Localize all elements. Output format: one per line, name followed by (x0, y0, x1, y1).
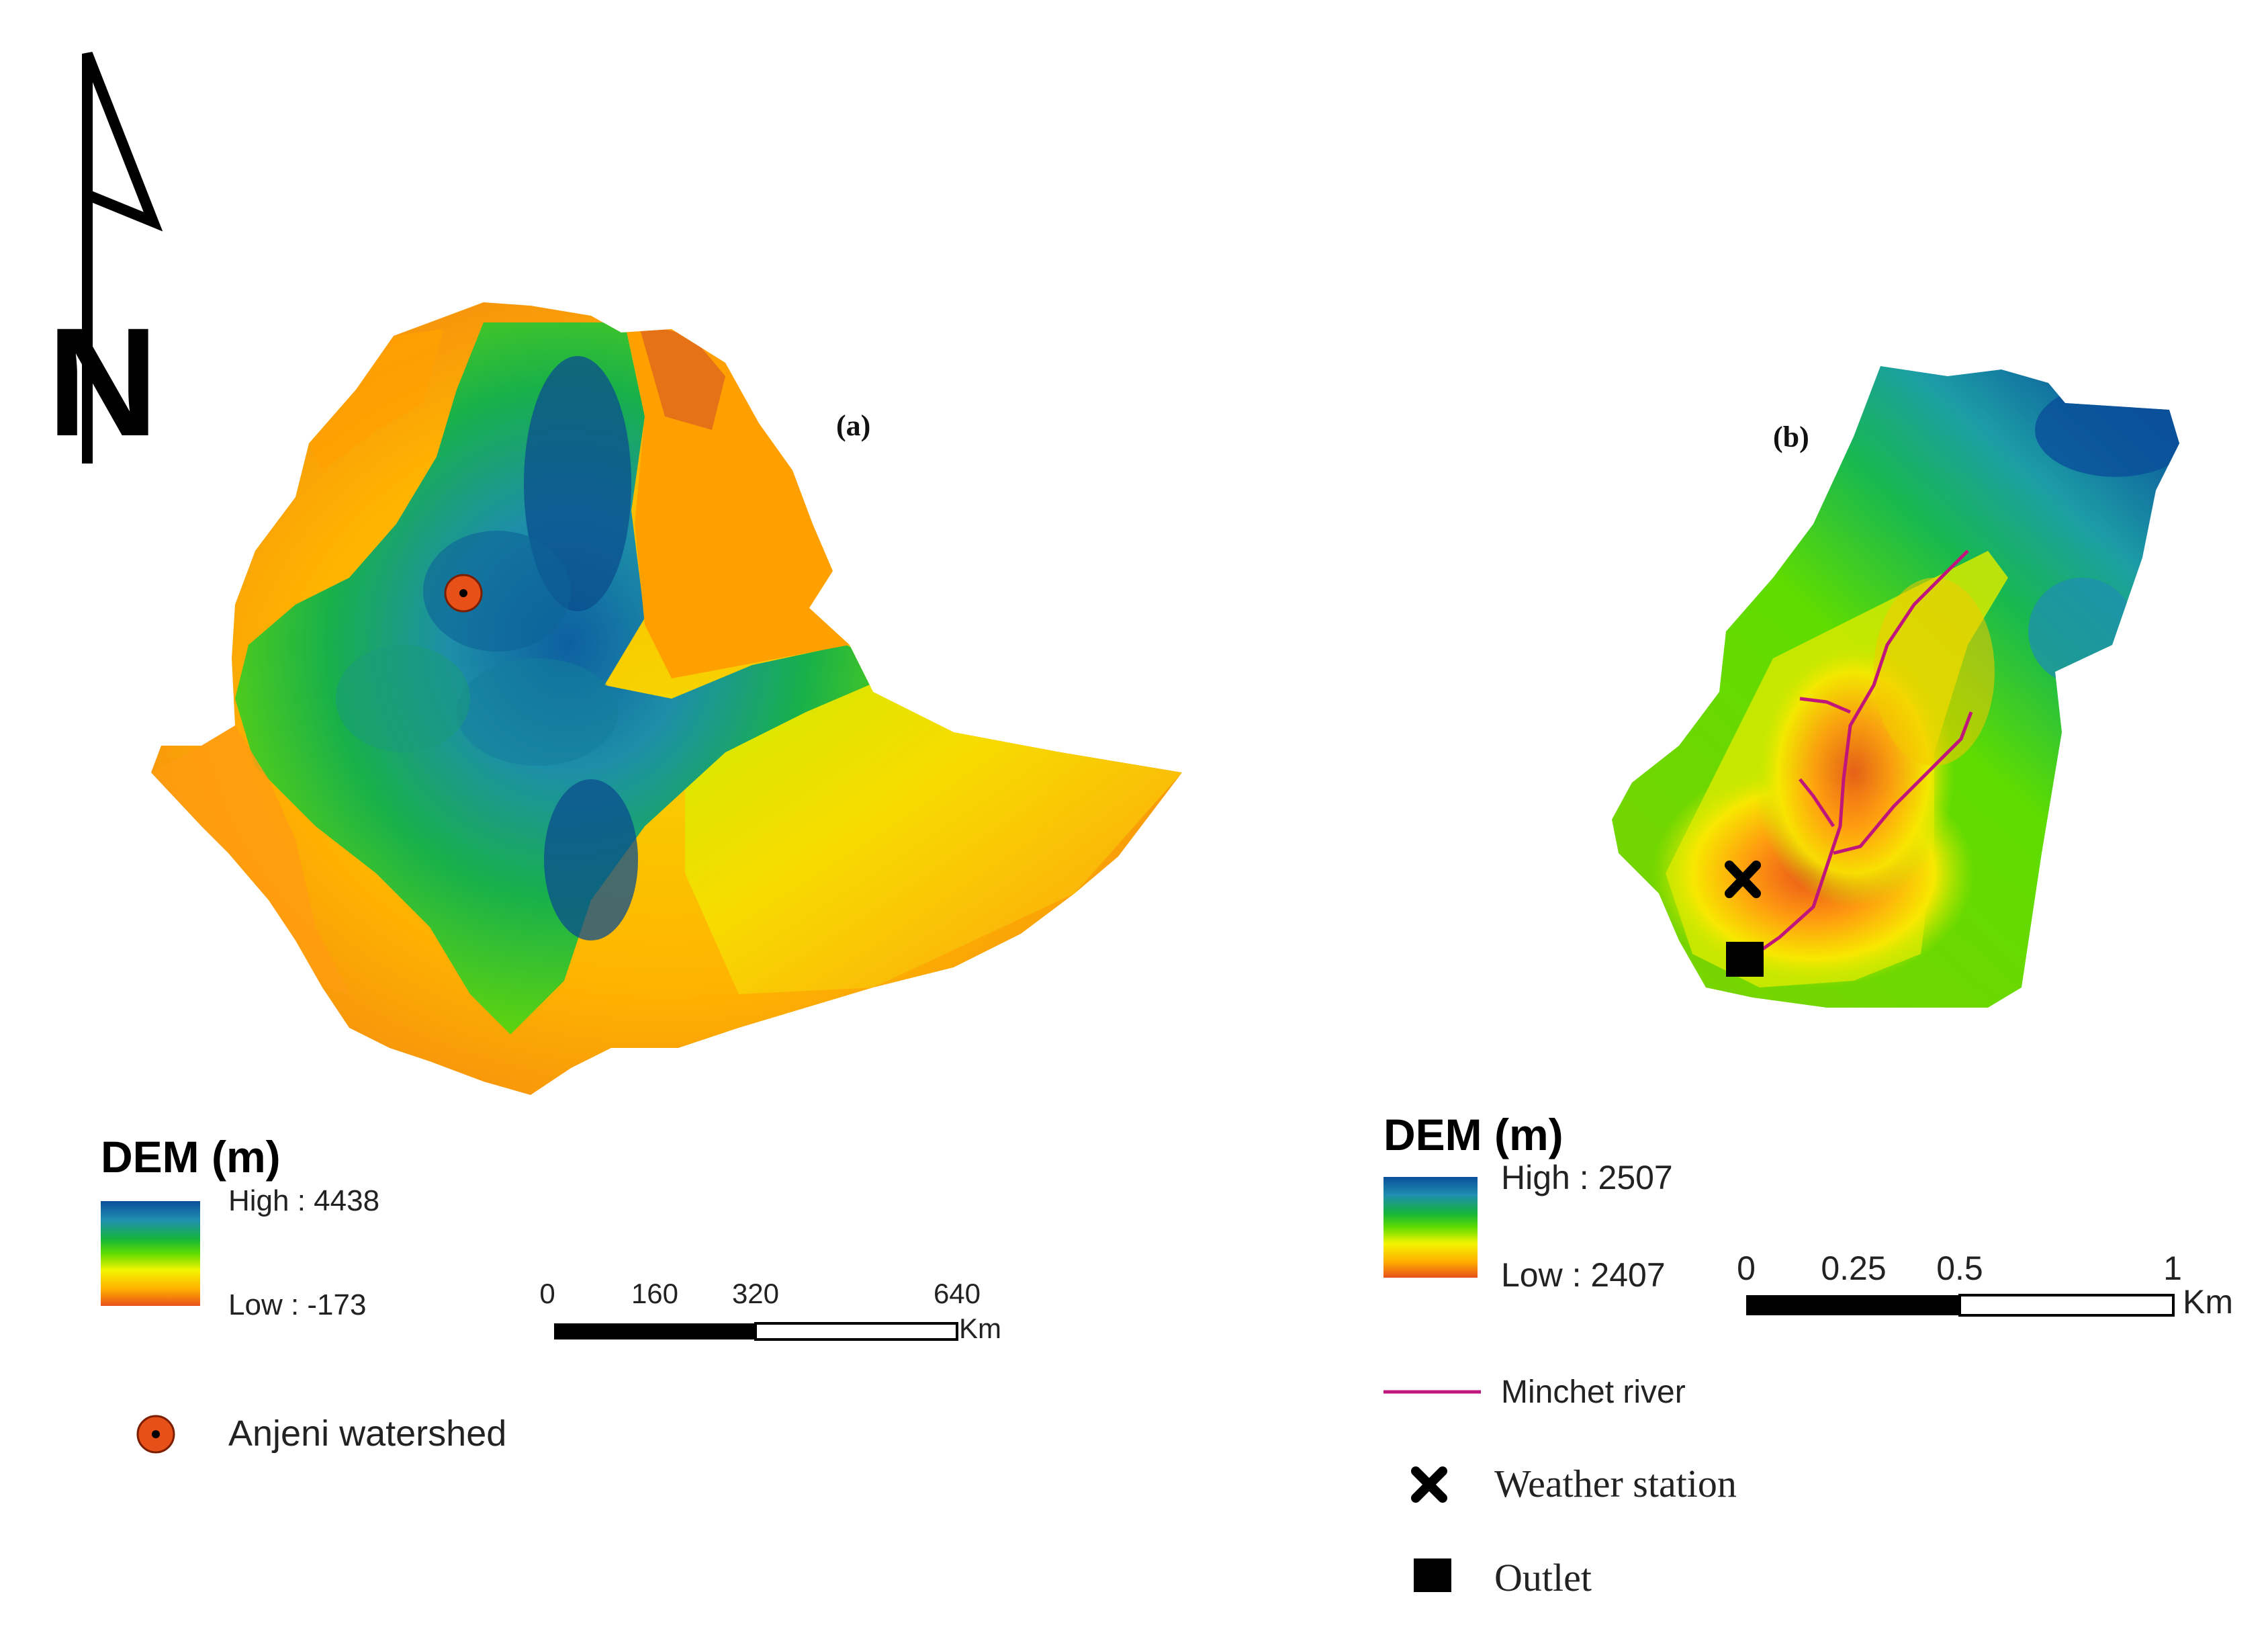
scale-a-unit: Km (959, 1313, 1001, 1344)
outlet-icon (1726, 942, 1764, 977)
scale-b-tick-2: 0.5 (1936, 1249, 1983, 1287)
north-arrow: N (47, 52, 163, 468)
legend-a-title: DEM (m) (101, 1132, 281, 1182)
outlet-legend-icon (1414, 1558, 1451, 1592)
station-legend-icon (1411, 1466, 1447, 1503)
panel-b-label: (b) (1773, 421, 1809, 453)
scale-a-tick-2: 320 (732, 1278, 779, 1309)
legend-b-title: DEM (m) (1384, 1110, 1563, 1159)
legend-b-river: Minchet river (1384, 1374, 1686, 1410)
anjeni-legend-label: Anjeni watershed (228, 1413, 506, 1454)
scale-bar-b: 0 0.25 0.5 1 Km (1737, 1249, 2233, 1321)
scale-b-unit: Km (2183, 1283, 2233, 1321)
legend-b-high: High : 2507 (1501, 1159, 1673, 1196)
north-arrow-icon (82, 52, 163, 464)
legend-b: DEM (m) High : 2507 Low : 2407 (1384, 1110, 1673, 1294)
scale-b-tick-1: 0.25 (1821, 1249, 1886, 1287)
north-letter: N (47, 296, 158, 468)
river-legend-label: Minchet river (1501, 1374, 1686, 1410)
scale-a-tick-3: 640 (934, 1278, 981, 1309)
legend-a: DEM (m) High : 4438 Low : -173 (101, 1132, 379, 1321)
panel-a-label: (a) (836, 409, 870, 442)
legend-a-ramp (101, 1201, 200, 1306)
scale-b-tick-0: 0 (1737, 1249, 1756, 1287)
scale-a-tick-1: 160 (631, 1278, 678, 1309)
outlet-legend-label: Outlet (1494, 1556, 1592, 1599)
legend-b-outlet: Outlet (1414, 1556, 1592, 1599)
anjeni-marker-icon (444, 574, 483, 613)
station-legend-label: Weather station (1494, 1462, 1737, 1505)
legend-a-high: High : 4438 (228, 1184, 379, 1217)
scale-bar-a: 0 160 320 640 Km (539, 1278, 1001, 1344)
legend-a-low: Low : -173 (228, 1288, 366, 1321)
legend-b-low: Low : 2407 (1501, 1256, 1666, 1294)
panel-b-map: (b) (1612, 366, 2179, 1008)
weather-station-icon (1725, 861, 1761, 898)
scale-b-tick-3: 1 (2163, 1249, 2182, 1287)
legend-b-ramp (1384, 1177, 1478, 1278)
legend-b-station: Weather station (1411, 1462, 1737, 1505)
scale-a-tick-0: 0 (539, 1278, 555, 1309)
panel-a-map: (a) (151, 302, 1182, 1095)
legend-a-anjeni: Anjeni watershed (136, 1413, 506, 1454)
minchet-river (1745, 549, 1973, 963)
